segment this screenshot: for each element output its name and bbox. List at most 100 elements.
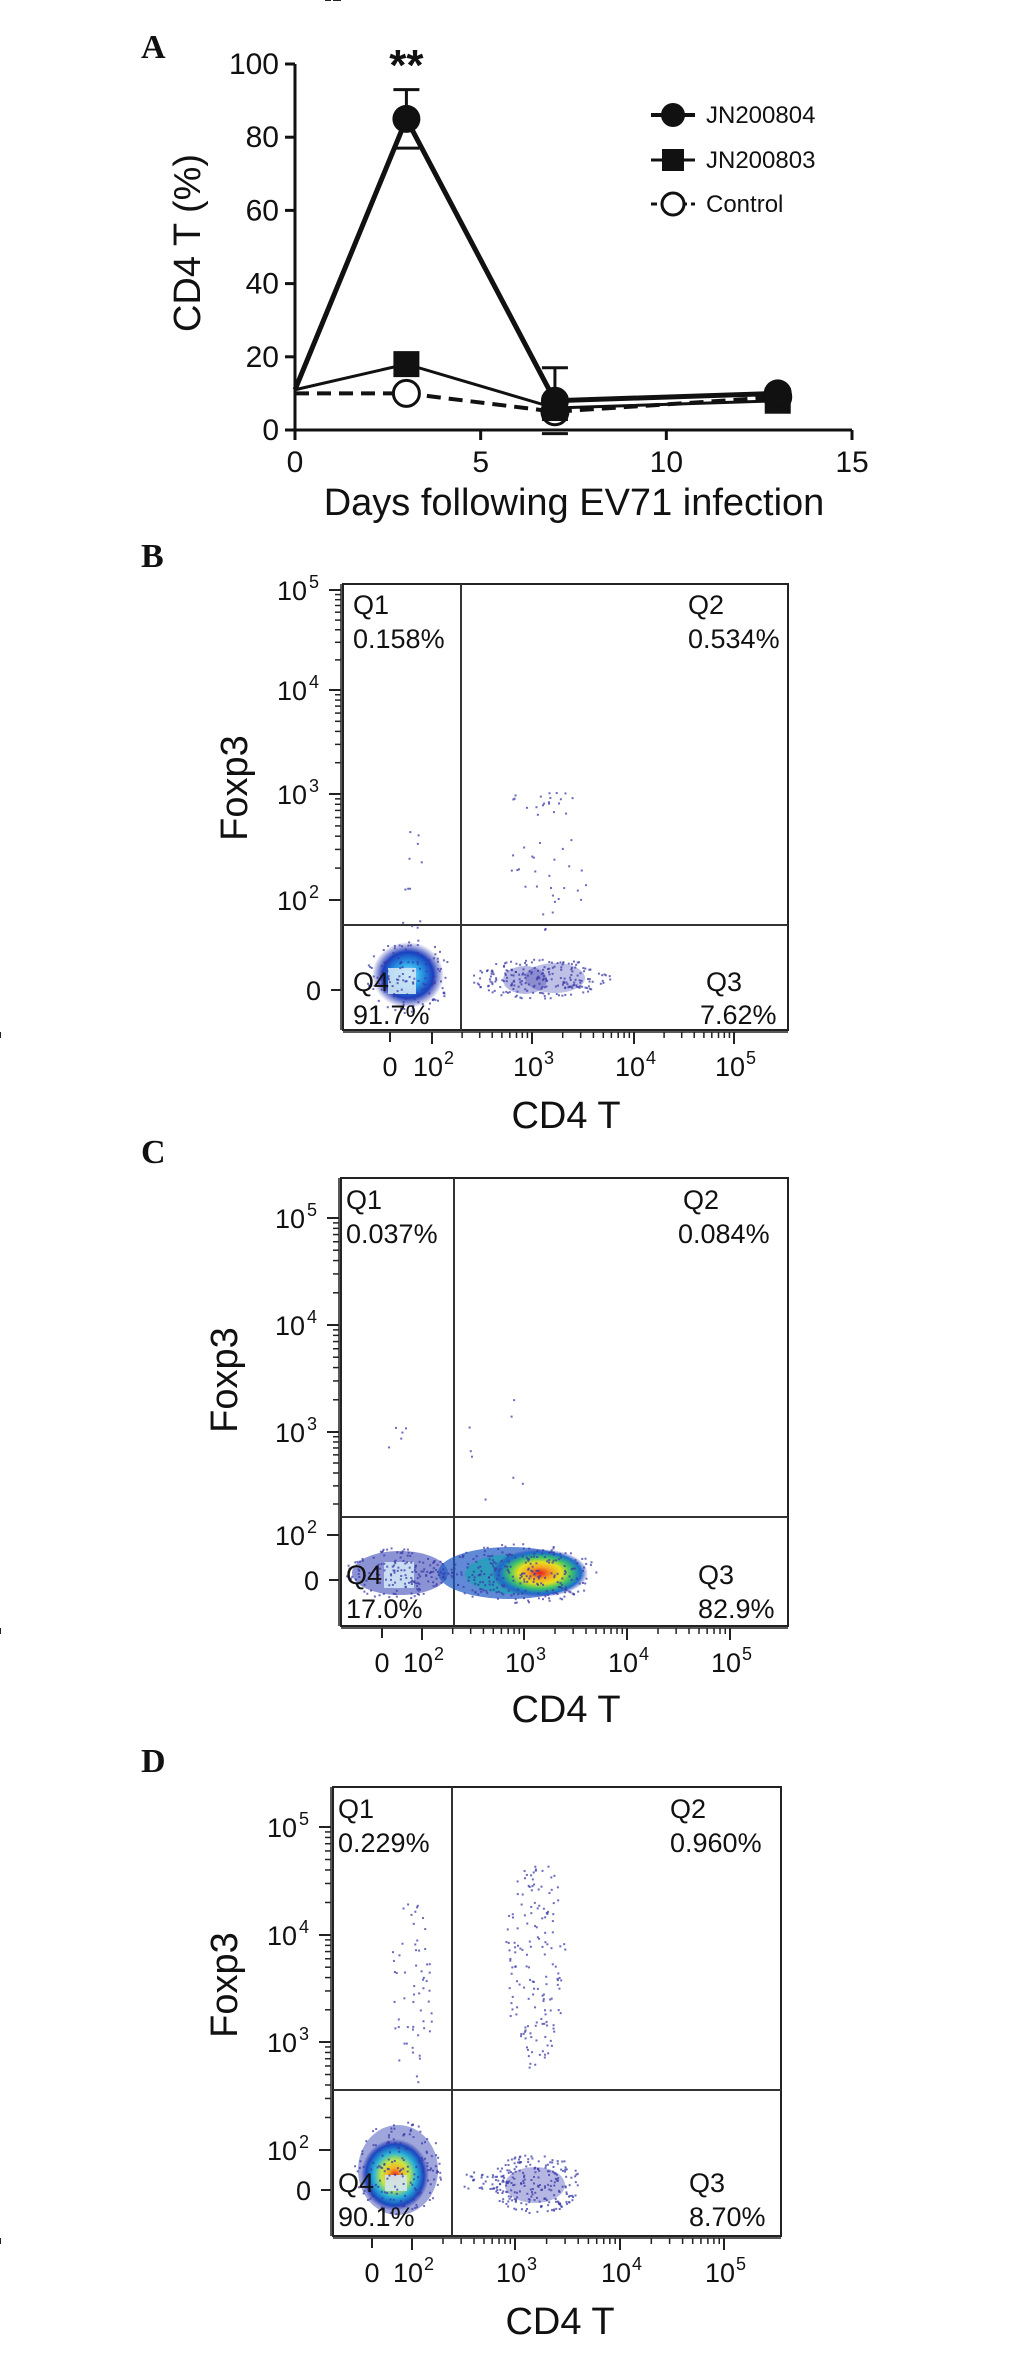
panel-d-q2-label: Q2 bbox=[670, 1794, 706, 1824]
panel-b-event-dots bbox=[367, 792, 612, 1014]
panel-c-q4-label: Q4 bbox=[346, 1560, 382, 1590]
x-tick-label: 10 bbox=[393, 2258, 423, 2288]
panel-c-event-dots bbox=[346, 1399, 598, 1604]
panel-d-q4-label: Q4 bbox=[338, 2168, 374, 2198]
panel-a-y-tick-label: 20 bbox=[246, 341, 279, 374]
y-tick-label: 10 bbox=[277, 676, 307, 706]
data-point-jn200803 bbox=[393, 351, 420, 378]
y-tick-label-zero: 0 bbox=[304, 1566, 319, 1596]
panel-a-y-ticks: 0 20 40 60 80 100 bbox=[229, 48, 295, 447]
panel-d-q3-value: 8.70% bbox=[689, 2202, 766, 2232]
panel-c-axes: 010 210 310 410 50 10 2 10 3 10 4 10 5 bbox=[0, 0, 788, 1678]
panel-c-q1-label: Q1 bbox=[346, 1185, 382, 1215]
panel-d-q1-value: 0.229% bbox=[338, 1828, 430, 1858]
y-tick-exponent: 5 bbox=[309, 572, 319, 592]
x-tick-label: 10 bbox=[413, 1052, 443, 1082]
y-tick-label: 10 bbox=[267, 2028, 297, 2058]
panel-b-y-axis-title: Foxp3 bbox=[214, 735, 256, 841]
panel-letter-a: A bbox=[141, 29, 166, 66]
panel-b-plot-frame bbox=[342, 583, 789, 1031]
x-tick-label: 10 bbox=[601, 2258, 631, 2288]
significance-marker: ** bbox=[389, 41, 424, 90]
panel-d-q2-value: 0.960% bbox=[670, 1828, 762, 1858]
panel-a-y-axis-title: CD4 T (%) bbox=[167, 154, 209, 332]
panel-c-plot-frame bbox=[340, 1177, 789, 1627]
x-tick-label: 10 bbox=[705, 2258, 735, 2288]
x-tick-label: 10 bbox=[496, 2258, 526, 2288]
x-tick-exponent: 5 bbox=[746, 1048, 756, 1068]
y-tick-label: 10 bbox=[275, 1311, 305, 1341]
series-line-jn200803 bbox=[294, 362, 778, 410]
legend-label-jn200803: JN200803 bbox=[706, 147, 815, 174]
panel-a-legend: JN200804 JN200803 Control bbox=[651, 102, 815, 218]
y-tick-label: 10 bbox=[277, 576, 307, 606]
x-tick-exponent: 4 bbox=[646, 1048, 656, 1068]
y-tick-label-zero: 0 bbox=[306, 976, 321, 1006]
series-line-control bbox=[295, 391, 778, 414]
y-tick-exponent: 2 bbox=[307, 1517, 317, 1537]
x-tick-label-zero: 0 bbox=[374, 1648, 389, 1678]
y-tick-label: 10 bbox=[275, 1521, 305, 1551]
panel-b-q3-label: Q3 bbox=[706, 967, 742, 997]
panel-letter-d: D bbox=[141, 1743, 166, 1780]
x-tick-exponent: 4 bbox=[639, 1644, 649, 1664]
panel-b-q3-value: 7.62% bbox=[700, 1000, 777, 1030]
data-point-jn200804 bbox=[392, 104, 421, 133]
y-tick-label: 10 bbox=[275, 1204, 305, 1234]
panel-b-flow-plot: B 010 210 310 410 50 10 2 10 3 10 4 10 5 Q1 0.158% Q… bbox=[0, 0, 789, 1137]
panel-b-axes: 010 210 310 410 50 10 2 10 3 10 4 10 5 bbox=[0, 0, 788, 1082]
y-tick-exponent: 3 bbox=[309, 776, 319, 796]
panel-d-event-dots bbox=[354, 1865, 579, 2216]
panel-letter-b: B bbox=[141, 538, 164, 575]
legend-marker-jn200803 bbox=[662, 149, 684, 171]
x-tick-label-zero: 0 bbox=[382, 1052, 397, 1082]
x-tick-label-zero: 0 bbox=[364, 2258, 379, 2288]
panel-b-q2-value: 0.534% bbox=[688, 624, 780, 654]
panel-a-line-chart: A 0 20 40 60 80 100 0 5 10 15 CD4 T (%) Days fol… bbox=[141, 29, 869, 524]
x-tick-exponent: 3 bbox=[536, 1644, 546, 1664]
panel-d-flow-plot: D 010 210 310 410 50 10 2 10 3 10 4 10 5 Q1 0.229% Q… bbox=[0, 0, 782, 2343]
y-tick-exponent: 3 bbox=[299, 2024, 309, 2044]
legend-marker-jn200804 bbox=[661, 103, 685, 127]
x-tick-exponent: 2 bbox=[444, 1048, 454, 1068]
y-tick-exponent: 3 bbox=[307, 1414, 317, 1434]
panel-a-x-ticks: 0 5 10 15 bbox=[287, 430, 869, 479]
panel-a-y-tick-label: 60 bbox=[246, 194, 279, 227]
data-point-control bbox=[391, 378, 421, 408]
panel-d-plot-frame bbox=[332, 1786, 782, 2237]
panel-b-cell-density bbox=[372, 942, 585, 1008]
panel-c-cell-density bbox=[352, 1547, 588, 1599]
y-tick-label: 10 bbox=[277, 886, 307, 916]
y-tick-exponent: 4 bbox=[309, 672, 319, 692]
panel-c-q1-value: 0.037% bbox=[346, 1219, 438, 1249]
x-tick-exponent: 3 bbox=[544, 1048, 554, 1068]
y-tick-label: 10 bbox=[267, 1813, 297, 1843]
panel-a-series bbox=[292, 88, 793, 436]
panel-letter-c: C bbox=[141, 1134, 166, 1171]
panel-c-q2-label: Q2 bbox=[683, 1185, 719, 1215]
data-point-jn200804 bbox=[763, 379, 792, 408]
panel-c-x-axis-title: CD4 T bbox=[511, 1689, 620, 1731]
x-tick-exponent: 5 bbox=[742, 1644, 752, 1664]
x-tick-label: 10 bbox=[513, 1052, 543, 1082]
panel-b-x-axis-title: CD4 T bbox=[511, 1095, 620, 1137]
x-tick-exponent: 2 bbox=[434, 1644, 444, 1664]
y-tick-label: 10 bbox=[277, 780, 307, 810]
panel-c-q2-value: 0.084% bbox=[678, 1219, 770, 1249]
y-tick-label: 10 bbox=[267, 1921, 297, 1951]
panel-a-x-axis-title: Days following EV71 infection bbox=[324, 482, 825, 524]
panel-c-y-axis-title: Foxp3 bbox=[204, 1327, 246, 1433]
panel-a-y-tick-label: 0 bbox=[262, 414, 279, 447]
y-tick-exponent: 4 bbox=[307, 1307, 317, 1327]
panel-b-q1-label: Q1 bbox=[353, 590, 389, 620]
x-tick-exponent: 5 bbox=[736, 2254, 746, 2274]
y-tick-exponent: 5 bbox=[307, 1200, 317, 1220]
legend-label-jn200804: JN200804 bbox=[706, 102, 815, 129]
panel-d-y-axis-title: Foxp3 bbox=[204, 1932, 246, 2038]
y-tick-exponent: 4 bbox=[299, 1917, 309, 1937]
y-tick-exponent: 2 bbox=[299, 2132, 309, 2152]
y-tick-label: 10 bbox=[267, 2136, 297, 2166]
x-tick-label: 10 bbox=[615, 1052, 645, 1082]
panel-b-q2-label: Q2 bbox=[688, 590, 724, 620]
